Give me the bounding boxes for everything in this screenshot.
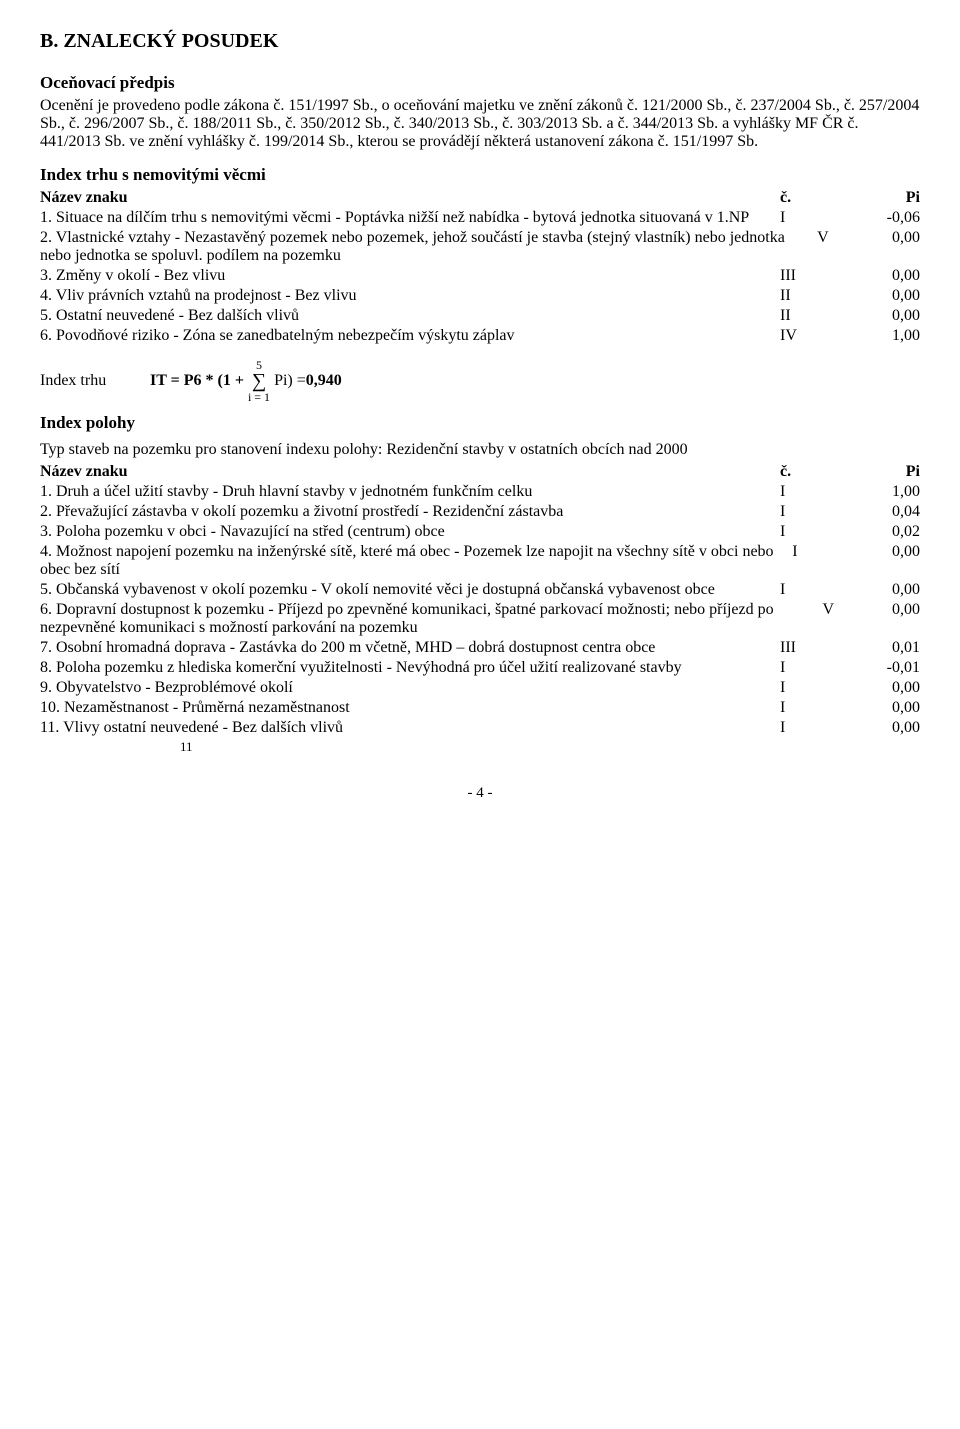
cell-p: -0,06 [850,209,920,227]
table-row: 9. Obyvatelstvo - Bezproblémové okolíI0,… [40,679,920,697]
cell-name: 5. Občanská vybavenost v okolí pozemku -… [40,581,780,599]
formula-label: Index trhu [40,372,150,390]
cell-name: 4. Možnost napojení pozemku na inženýrsk… [40,543,792,579]
formula-expr-right: Pi) = [274,372,306,390]
cell-p: 0,00 [850,287,920,305]
sigma-glyph: ∑ [252,371,266,391]
table-row: 11. Vlivy ostatní neuvedené - Bez dalšíc… [40,719,920,737]
formula-index-trhu: Index trhu IT = P6 * (1 + 5 ∑ i = 1 Pi) … [40,359,920,403]
cell-p: 0,00 [850,581,920,599]
col-header-p: Pi [850,463,920,481]
cell-name: 7. Osobní hromadná doprava - Zastávka do… [40,639,780,657]
cell-c: IV [780,327,850,345]
cell-c: I [780,699,850,717]
cell-name: 10. Nezaměstnanost - Průměrná nezaměstna… [40,699,780,717]
cell-name: 2. Vlastnické vztahy - Nezastavěný pozem… [40,229,817,265]
cell-p: 0,04 [850,503,920,521]
cell-p: 0,00 [856,543,920,561]
cell-p: 0,00 [871,601,920,619]
tail-number: 11 [180,739,920,755]
cell-p: 1,00 [850,327,920,345]
col-header-c: č. [780,463,850,481]
cell-c: V [817,229,868,247]
cell-c: I [780,483,850,501]
cell-c: II [780,287,850,305]
cell-p: 1,00 [850,483,920,501]
cell-p: 0,00 [869,229,920,247]
cell-name: 6. Dopravní dostupnost k pozemku - Příje… [40,601,823,637]
cell-name: 3. Změny v okolí - Bez vlivu [40,267,780,285]
cell-name: 6. Povodňové riziko - Zóna se zanedbatel… [40,327,780,345]
cell-name: 1. Druh a účel užití stavby - Druh hlavn… [40,483,780,501]
table-row: 4. Vliv právních vztahů na prodejnost - … [40,287,920,305]
table-row: 2. Vlastnické vztahy - Nezastavěný pozem… [40,229,920,265]
section2-table: Název znaku č. Pi 1. Druh a účel užití s… [40,463,920,737]
cell-p: 0,00 [850,699,920,717]
cell-c: I [780,503,850,521]
table-row: 1. Druh a účel užití stavby - Druh hlavn… [40,483,920,501]
cell-c: I [780,581,850,599]
cell-c: III [780,639,850,657]
table-row: 2. Převažující zástavba v okolí pozemku … [40,503,920,521]
table-row: 1. Situace na dílčím trhu s nemovitými v… [40,209,920,227]
col-header-c: č. [780,189,850,207]
cell-p: 0,01 [850,639,920,657]
col-header-name: Název znaku [40,189,780,207]
cell-name: 8. Poloha pozemku z hlediska komerční vy… [40,659,780,677]
main-title: B. ZNALECKÝ POSUDEK [40,30,920,53]
formula-result: 0,940 [306,372,342,390]
section2-heading: Index polohy [40,413,920,433]
subtitle-predpis: Oceňovací předpis [40,73,920,93]
cell-name: 2. Převažující zástavba v okolí pozemku … [40,503,780,521]
table-row: 5. Občanská vybavenost v okolí pozemku -… [40,581,920,599]
table-row: 3. Poloha pozemku v obci - Navazující na… [40,523,920,541]
page-number: - 4 - [40,785,920,802]
table-row: 3. Změny v okolí - Bez vlivuIII0,00 [40,267,920,285]
cell-name: 1. Situace na dílčím trhu s nemovitými v… [40,209,780,227]
sigma-bottom: i = 1 [248,391,270,403]
cell-p: -0,01 [850,659,920,677]
cell-name: 11. Vlivy ostatní neuvedené - Bez dalšíc… [40,719,780,737]
cell-c: I [780,523,850,541]
cell-c: V [823,601,872,619]
cell-name: 9. Obyvatelstvo - Bezproblémové okolí [40,679,780,697]
cell-p: 0,00 [850,307,920,325]
section2-intro: Typ staveb na pozemku pro stanovení inde… [40,441,920,459]
section1-header-row: Název znaku č. Pi [40,189,920,207]
section2-header-row: Název znaku č. Pi [40,463,920,481]
cell-name: 5. Ostatní neuvedené - Bez dalších vlivů [40,307,780,325]
cell-c: I [792,543,856,561]
cell-name: 3. Poloha pozemku v obci - Navazující na… [40,523,780,541]
section1-heading: Index trhu s nemovitými věcmi [40,165,920,185]
col-header-name: Název znaku [40,463,780,481]
table-row: 6. Povodňové riziko - Zóna se zanedbatel… [40,327,920,345]
cell-c: I [780,719,850,737]
section1-table: Název znaku č. Pi 1. Situace na dílčím t… [40,189,920,345]
cell-p: 0,00 [850,719,920,737]
cell-p: 0,00 [850,267,920,285]
cell-c: I [780,679,850,697]
formula-expr-left: IT = P6 * (1 + [150,372,244,390]
sigma-symbol: 5 ∑ i = 1 [248,359,270,403]
table-row: 5. Ostatní neuvedené - Bez dalších vlivů… [40,307,920,325]
table-row: 6. Dopravní dostupnost k pozemku - Příje… [40,601,920,637]
intro-paragraph: Ocenění je provedeno podle zákona č. 151… [40,97,920,151]
col-header-p: Pi [850,189,920,207]
table-row: 7. Osobní hromadná doprava - Zastávka do… [40,639,920,657]
cell-c: I [780,659,850,677]
table-row: 4. Možnost napojení pozemku na inženýrsk… [40,543,920,579]
table-row: 10. Nezaměstnanost - Průměrná nezaměstna… [40,699,920,717]
cell-name: 4. Vliv právních vztahů na prodejnost - … [40,287,780,305]
cell-c: II [780,307,850,325]
cell-p: 0,02 [850,523,920,541]
cell-c: I [780,209,850,227]
table-row: 8. Poloha pozemku z hlediska komerční vy… [40,659,920,677]
cell-c: III [780,267,850,285]
cell-p: 0,00 [850,679,920,697]
